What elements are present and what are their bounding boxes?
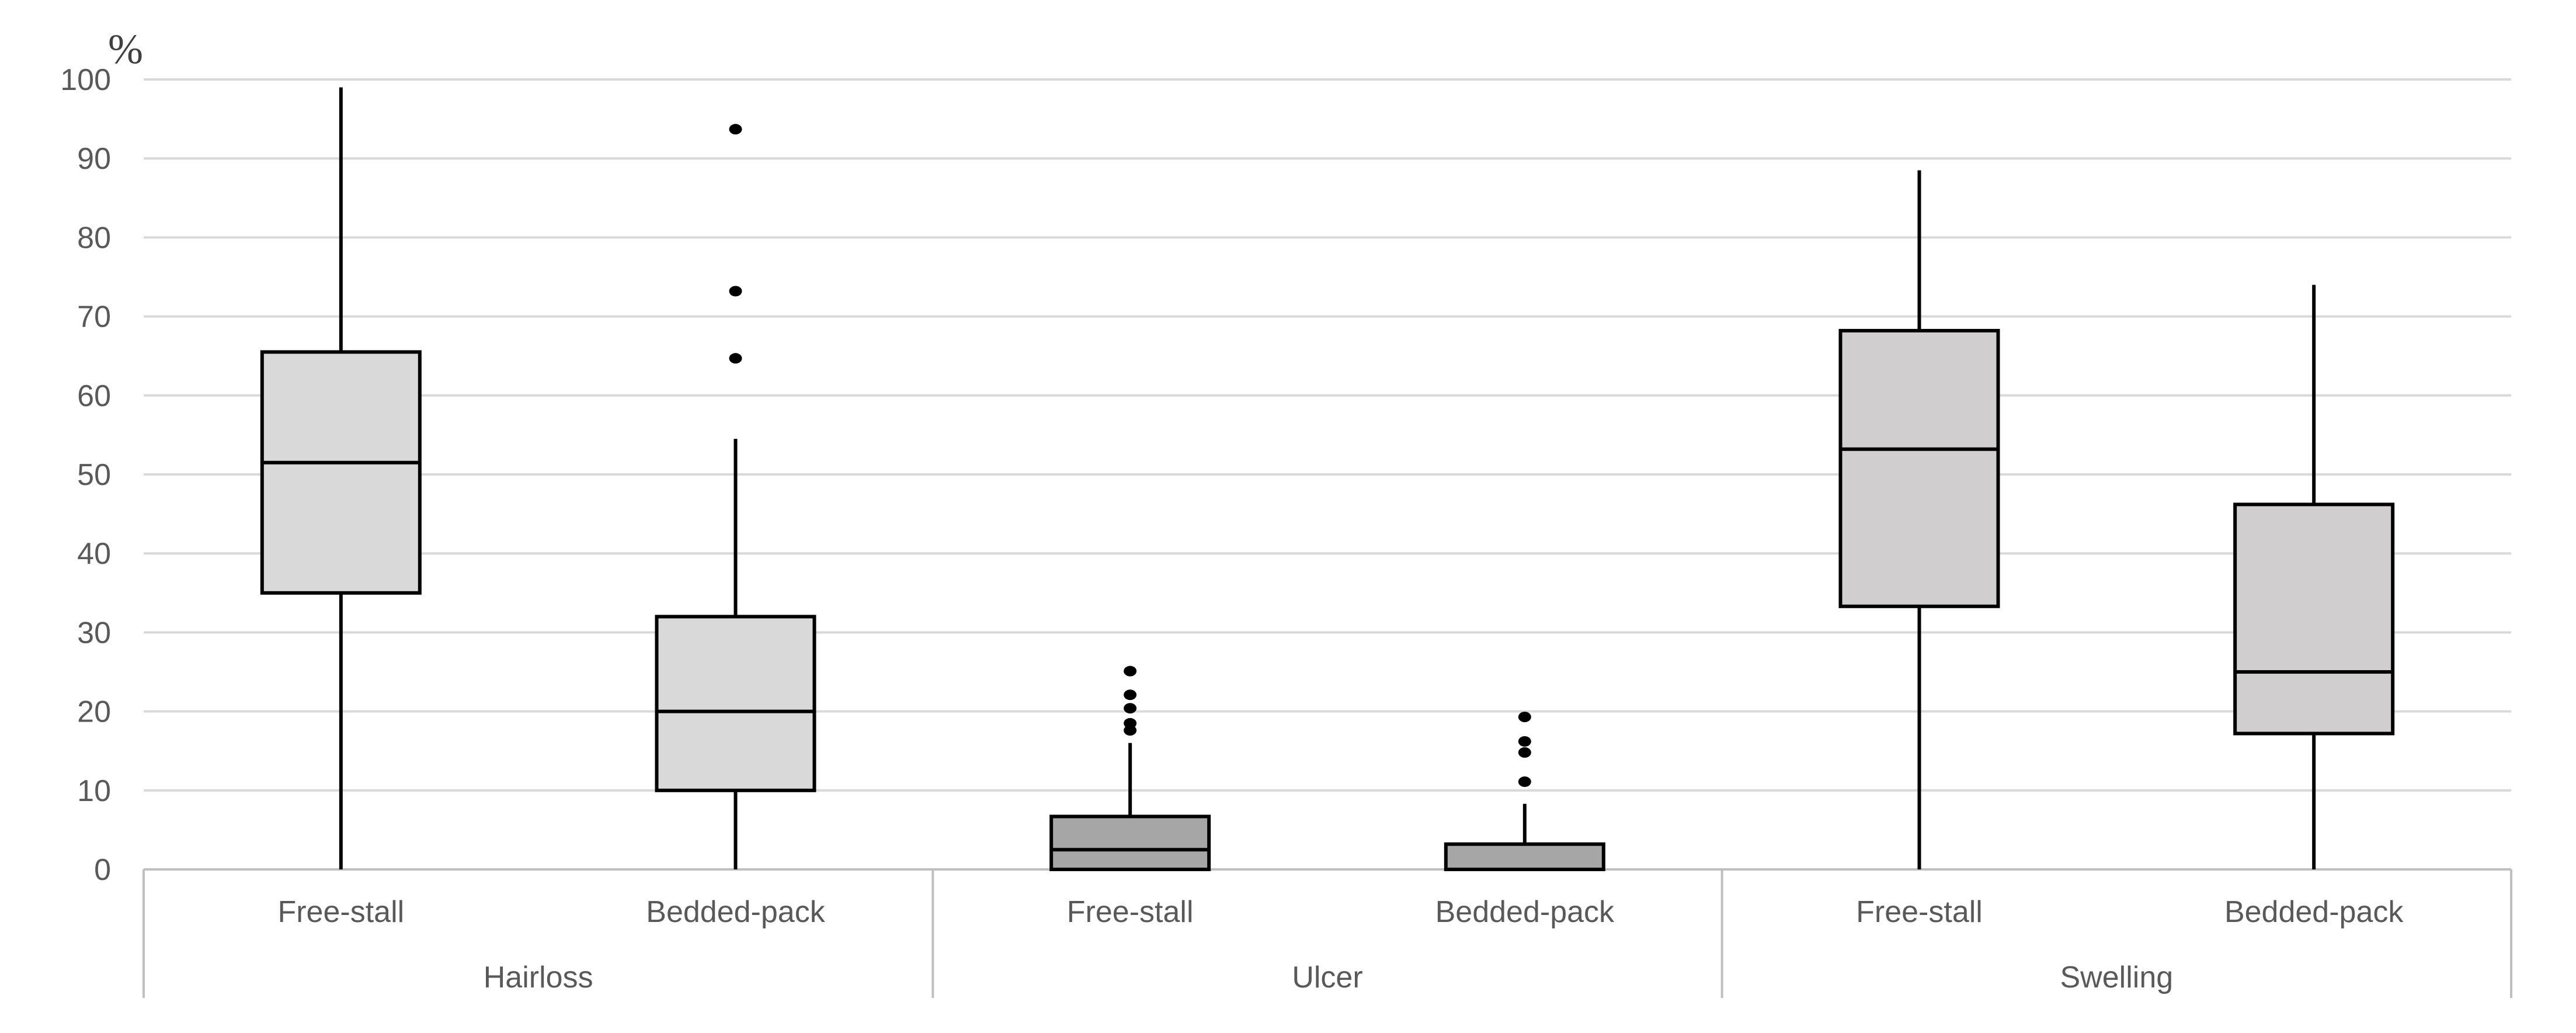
box-ulcer-bedded-pack (1444, 712, 1605, 871)
y-tick-label: 0 (94, 853, 111, 887)
box-hairloss-bedded-pack (655, 124, 816, 869)
outlier-point (1124, 689, 1137, 701)
y-tick-label: 80 (77, 221, 111, 255)
category-label: Bedded-pack (1435, 895, 1615, 929)
category-label: Bedded-pack (2224, 895, 2404, 929)
category-label: Free-stall (1067, 895, 1194, 929)
boxes (260, 87, 2395, 872)
outlier-point (1124, 717, 1137, 729)
category-label: Bedded-pack (646, 895, 825, 929)
y-tick-label: 100 (60, 63, 111, 97)
outlier-point (1124, 703, 1137, 714)
y-tick-label: 30 (77, 616, 111, 650)
box-iqr (2233, 502, 2395, 736)
y-tick-label: 70 (77, 300, 111, 334)
y-axis-unit-label: % (108, 26, 143, 72)
category-labels: Hairloss Free-stall Bedded-pack Ulcer Free-s… (277, 895, 2404, 994)
box-iqr (260, 350, 422, 595)
box-iqr (1444, 842, 1605, 871)
outlier-point (1518, 776, 1531, 787)
outlier-point (1518, 712, 1531, 723)
outlier-point (729, 353, 742, 364)
category-label: Free-stall (1856, 895, 1983, 929)
y-tick-label: 50 (77, 458, 111, 492)
box-iqr (1838, 328, 2000, 608)
box-iqr (655, 615, 816, 792)
group-label: Swelling (2060, 961, 2174, 994)
y-tick-label: 90 (77, 142, 111, 176)
outlier-point (729, 124, 742, 135)
box-hairloss-free-stall (260, 87, 422, 869)
outlier-point (1124, 665, 1137, 677)
outlier-point (1518, 736, 1531, 747)
y-tick-label: 40 (77, 537, 111, 571)
box-iqr (1049, 814, 1211, 872)
outlier-point (1518, 747, 1531, 758)
box-swelling-free-stall (1838, 170, 2000, 869)
y-axis-ticks: 0 10 20 30 40 50 60 70 80 90 100 (60, 63, 111, 887)
outlier-point (729, 286, 742, 297)
gridlines (144, 78, 2511, 871)
box-swelling-bedded-pack (2233, 285, 2395, 869)
group-label: Ulcer (1292, 961, 1362, 994)
y-tick-label: 60 (77, 379, 111, 413)
group-label: Hairloss (484, 961, 593, 994)
box-ulcer-free-stall (1049, 665, 1211, 872)
category-label: Free-stall (277, 895, 404, 929)
y-tick-label: 20 (77, 695, 111, 729)
y-tick-label: 10 (77, 774, 111, 808)
category-axis (142, 869, 2512, 998)
